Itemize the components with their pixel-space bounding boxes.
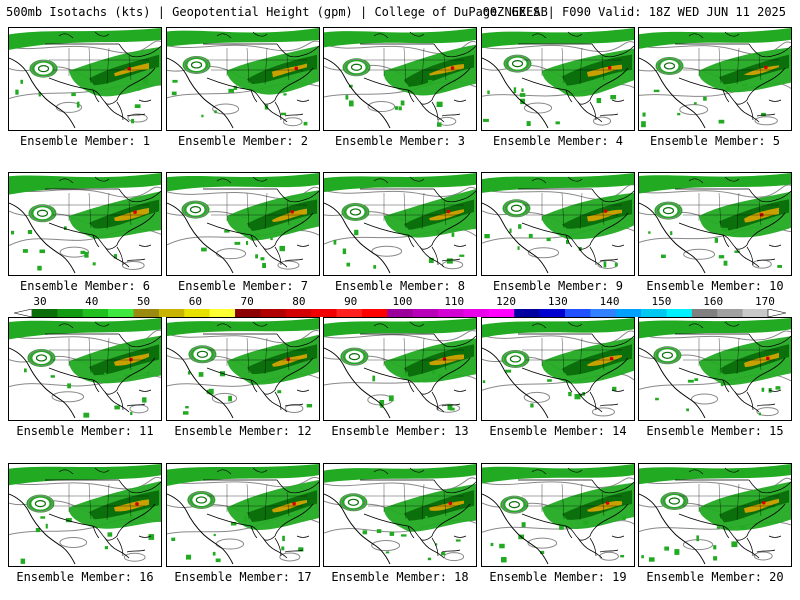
colorbar-swatch bbox=[311, 309, 337, 317]
ensemble-member-caption: Ensemble Member: 16 bbox=[16, 570, 154, 584]
ensemble-member-caption: Ensemble Member: 6 bbox=[19, 279, 151, 293]
colorbar-swatch bbox=[438, 309, 464, 317]
colorbar-swatch bbox=[209, 309, 236, 317]
colorbar-tick-label: 60 bbox=[188, 295, 202, 308]
ensemble-member-caption: Ensemble Member: 7 bbox=[177, 279, 309, 293]
colorbar-swatch bbox=[641, 309, 667, 317]
ensemble-member-caption: Ensemble Member: 2 bbox=[177, 134, 309, 148]
ensemble-member-caption: Ensemble Member: 10 bbox=[646, 279, 784, 293]
ensemble-member-caption: Ensemble Member: 15 bbox=[646, 424, 784, 438]
colorbar-swatch bbox=[742, 309, 769, 317]
colorbar-tick-label: 80 bbox=[292, 295, 306, 308]
colorbar-tick-label: 140 bbox=[599, 295, 620, 308]
ensemble-member-caption: Ensemble Member: 20 bbox=[646, 570, 784, 584]
ensemble-member-caption: Ensemble Member: 12 bbox=[174, 424, 312, 438]
ensemble-member-caption: Ensemble Member: 11 bbox=[16, 424, 154, 438]
colorbar-swatch bbox=[615, 309, 642, 317]
ensemble-member-map bbox=[323, 463, 477, 567]
colorbar-swatch bbox=[412, 309, 439, 317]
colorbar-swatch bbox=[184, 309, 210, 317]
colorbar-tick-label: 150 bbox=[651, 295, 672, 308]
colorbar-swatch bbox=[260, 309, 287, 317]
header-title: 500mb Isotachs (kts) | Geopotential Heig… bbox=[6, 5, 548, 19]
colorbar-swatch bbox=[514, 309, 540, 317]
colorbar-tick-label: 40 bbox=[85, 295, 99, 308]
ensemble-member-map bbox=[638, 463, 792, 567]
colorbar-min-arrow bbox=[14, 309, 33, 317]
ensemble-member-map bbox=[8, 172, 162, 276]
ensemble-member-caption: Ensemble Member: 5 bbox=[649, 134, 781, 148]
ensemble-member-map bbox=[166, 27, 320, 131]
ensemble-member-map bbox=[166, 317, 320, 421]
ensemble-member-map bbox=[166, 463, 320, 567]
colorbar-tick-label: 120 bbox=[496, 295, 516, 308]
colorbar-tick-label: 160 bbox=[703, 295, 724, 308]
colorbar-swatch bbox=[666, 309, 693, 317]
ensemble-member-map bbox=[481, 317, 635, 421]
colorbar-swatch bbox=[133, 309, 160, 317]
ensemble-member-map bbox=[323, 27, 477, 131]
colorbar-swatch bbox=[336, 309, 363, 317]
ensemble-member-caption: Ensemble Member: 9 bbox=[492, 279, 624, 293]
ensemble-member-caption: Ensemble Member: 14 bbox=[489, 424, 627, 438]
colorbar-swatch bbox=[361, 309, 388, 317]
colorbar-labels: 30 40 50 60 70 80 90 100 110 120 130 140 150 160 170 bbox=[0, 296, 800, 308]
isotach-colorbar bbox=[14, 309, 786, 317]
ensemble-member-map bbox=[323, 172, 477, 276]
ensemble-member-map bbox=[481, 27, 635, 131]
ensemble-member-map bbox=[481, 172, 635, 276]
colorbar-swatch bbox=[108, 309, 134, 317]
ensemble-member-caption: Ensemble Member: 18 bbox=[331, 570, 469, 584]
colorbar-max-arrow bbox=[767, 309, 786, 317]
header: 500mb Isotachs (kts) | Geopotential Heig… bbox=[0, 0, 800, 24]
colorbar-swatch bbox=[488, 309, 515, 317]
ensemble-member-map bbox=[638, 172, 792, 276]
colorbar-tick-label: 90 bbox=[344, 295, 358, 308]
ensemble-member-map bbox=[638, 317, 792, 421]
ensemble-member-caption: Ensemble Member: 3 bbox=[334, 134, 466, 148]
ensemble-member-caption: Ensemble Member: 8 bbox=[334, 279, 466, 293]
header-valid-time: 00Z GEFS | F090 Valid: 18Z WED JUN 11 20… bbox=[482, 5, 786, 19]
ensemble-member-caption: Ensemble Member: 17 bbox=[174, 570, 312, 584]
ensemble-member-caption: Ensemble Member: 4 bbox=[492, 134, 624, 148]
colorbar-swatch bbox=[564, 309, 591, 317]
colorbar-tick-label: 50 bbox=[136, 295, 151, 308]
ensemble-member-map bbox=[638, 27, 792, 131]
colorbar-swatch bbox=[285, 309, 312, 317]
colorbar-swatch bbox=[539, 309, 566, 317]
colorbar-swatch bbox=[717, 309, 743, 317]
colorbar-swatch bbox=[82, 309, 109, 317]
ensemble-member-map bbox=[8, 317, 162, 421]
ensemble-member-caption: Ensemble Member: 1 bbox=[19, 134, 151, 148]
ensemble-member-caption: Ensemble Member: 19 bbox=[489, 570, 627, 584]
colorbar-swatch bbox=[158, 309, 185, 317]
ensemble-member-map bbox=[8, 463, 162, 567]
colorbar-tick-label: 30 bbox=[33, 295, 47, 308]
colorbar-swatch bbox=[691, 309, 718, 317]
colorbar-swatch bbox=[590, 309, 617, 317]
colorbar-swatch bbox=[463, 309, 490, 317]
ensemble-member-map bbox=[8, 27, 162, 131]
colorbar-swatch bbox=[387, 309, 413, 317]
colorbar-swatch bbox=[32, 309, 58, 317]
colorbar-tick-label: 100 bbox=[392, 295, 413, 308]
ensemble-member-map bbox=[323, 317, 477, 421]
ensemble-member-caption: Ensemble Member: 13 bbox=[331, 424, 469, 438]
colorbar-tick-label: 70 bbox=[240, 295, 254, 308]
colorbar-swatch bbox=[235, 309, 261, 317]
ensemble-member-map bbox=[481, 463, 635, 567]
colorbar-tick-label: 170 bbox=[755, 295, 775, 308]
colorbar-tick-label: 130 bbox=[547, 295, 568, 308]
colorbar-tick-label: 110 bbox=[444, 295, 465, 308]
colorbar-swatch bbox=[57, 309, 84, 317]
ensemble-member-map bbox=[166, 172, 320, 276]
